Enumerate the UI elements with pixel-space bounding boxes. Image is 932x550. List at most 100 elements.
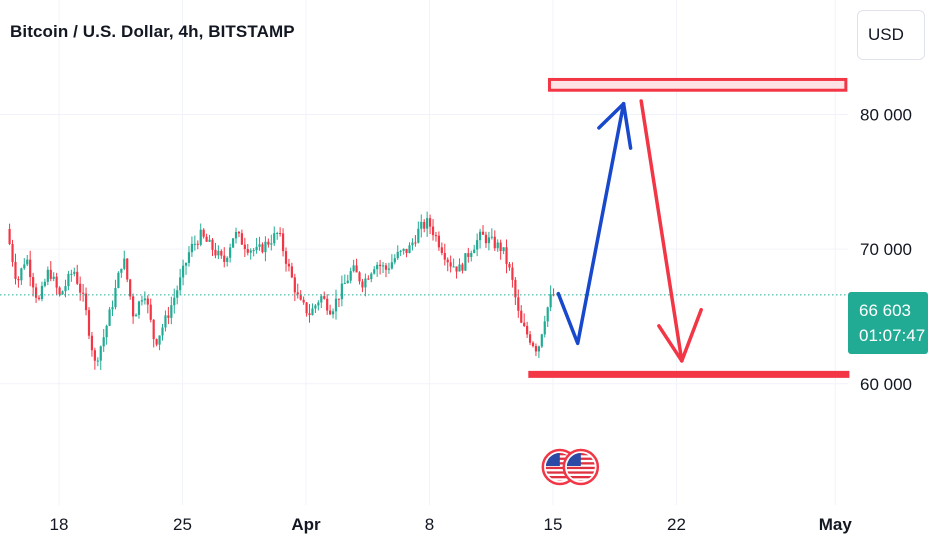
candle	[423, 219, 426, 233]
candle	[167, 306, 170, 325]
candle-body	[452, 266, 455, 268]
candle-body	[458, 264, 461, 272]
x-axis-tick-label: Apr	[291, 515, 321, 534]
candle	[49, 261, 52, 282]
candle-body	[211, 239, 214, 250]
candle	[364, 273, 367, 297]
candle-body	[390, 262, 393, 269]
candle-body	[411, 242, 414, 246]
candle-body	[193, 243, 196, 245]
candle	[440, 242, 443, 256]
candle	[17, 276, 20, 288]
candle-body	[443, 252, 446, 260]
candle	[111, 300, 114, 316]
candle	[137, 300, 141, 319]
candle	[208, 234, 211, 243]
candle	[161, 323, 164, 341]
candle	[314, 303, 317, 314]
candle	[334, 289, 338, 320]
candle	[396, 245, 399, 261]
candle-body	[426, 218, 429, 229]
candle-body	[337, 298, 341, 300]
candle	[446, 257, 449, 272]
candle-body	[190, 243, 194, 253]
candle	[211, 237, 214, 257]
projection-down-arrowhead	[657, 307, 703, 363]
candle	[261, 242, 264, 254]
projection-down-path	[639, 99, 684, 363]
candle-body	[258, 244, 261, 247]
candle-body	[299, 294, 302, 300]
us-flag-icon[interactable]	[562, 448, 600, 486]
flag-stripe	[566, 480, 595, 481]
candle	[255, 237, 258, 254]
candle-body	[387, 268, 391, 270]
candle	[326, 294, 329, 315]
candle-body	[473, 249, 476, 254]
candle-body	[340, 283, 343, 300]
candle-body	[352, 265, 355, 272]
candle	[343, 274, 346, 285]
last-price-badge: 66 603 01:07:47	[848, 292, 928, 354]
candle	[267, 238, 270, 248]
candle-body	[70, 273, 73, 275]
candle	[470, 250, 473, 262]
candle-body	[84, 293, 88, 311]
candle	[405, 248, 408, 258]
candle-body	[408, 245, 411, 254]
candle	[302, 296, 305, 305]
candle-body	[17, 278, 20, 281]
candle-body	[73, 271, 76, 274]
candle-body	[126, 258, 129, 280]
candle-body	[276, 232, 279, 234]
currency-button[interactable]: USD	[857, 10, 925, 60]
candle	[46, 266, 49, 286]
candle	[84, 287, 88, 316]
candle-body	[499, 242, 502, 252]
candle	[281, 228, 285, 257]
candle	[523, 313, 526, 328]
candle-body	[546, 307, 549, 322]
candle	[293, 273, 296, 302]
candle	[549, 285, 552, 312]
candle	[164, 310, 167, 332]
candle-body	[64, 286, 67, 292]
candle-body	[237, 231, 241, 234]
candle-body	[226, 257, 229, 262]
candle	[379, 259, 382, 275]
candle-body	[29, 259, 32, 278]
candle-body	[117, 272, 120, 288]
candle-body	[40, 285, 44, 300]
candle	[43, 278, 46, 288]
candle-body	[446, 259, 449, 263]
candle-body	[11, 244, 14, 262]
candle-body	[517, 297, 520, 311]
candle-body	[331, 311, 335, 315]
candle	[258, 236, 261, 251]
drawing-layer[interactable]	[528, 77, 850, 486]
candle	[134, 313, 138, 317]
candle-body	[129, 279, 132, 297]
candle	[67, 270, 70, 291]
y-axis-tick-label: 70 000	[860, 240, 912, 259]
x-axis-tick-label: May	[819, 515, 853, 534]
candle	[79, 276, 82, 301]
candle-body	[393, 258, 396, 263]
candle	[455, 266, 458, 279]
candle	[305, 302, 308, 317]
candle-body	[523, 322, 526, 327]
candle	[190, 236, 194, 257]
candle	[87, 307, 91, 340]
candle-body	[284, 251, 288, 264]
candle-body	[467, 253, 470, 257]
candle	[37, 295, 41, 301]
candle-body	[176, 290, 179, 298]
candle-body	[537, 346, 540, 352]
candle-body	[496, 242, 499, 249]
candle	[428, 214, 432, 235]
candle	[417, 221, 420, 244]
candle-body	[399, 250, 402, 252]
candle	[146, 295, 149, 314]
candle-body	[534, 346, 538, 352]
